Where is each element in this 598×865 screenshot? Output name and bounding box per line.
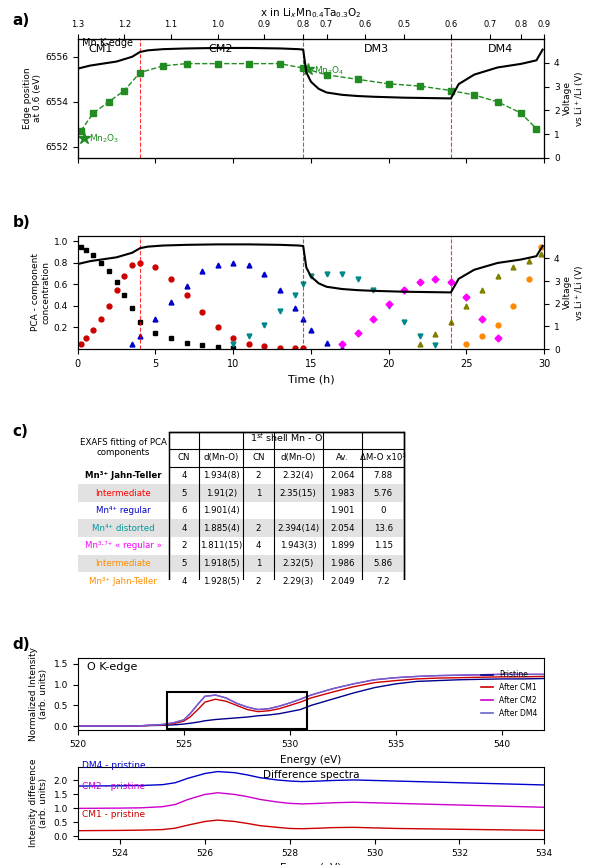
Text: 2.32(5): 2.32(5) — [282, 559, 314, 568]
Y-axis label: Intensity difference
(arb. units): Intensity difference (arb. units) — [29, 759, 48, 847]
X-axis label: x in Li$_x$Mn$_{0.4}$Ta$_{0.3}$O$_2$: x in Li$_x$Mn$_{0.4}$Ta$_{0.3}$O$_2$ — [260, 6, 362, 20]
Text: 5: 5 — [181, 489, 187, 497]
Text: 2: 2 — [256, 524, 261, 533]
Text: Mn⁴⁺ regular: Mn⁴⁺ regular — [96, 506, 151, 516]
Text: Mn$_2$O$_4$: Mn$_2$O$_4$ — [314, 64, 344, 77]
Text: 2.32(4): 2.32(4) — [282, 471, 314, 480]
Text: 1.918(5): 1.918(5) — [203, 559, 239, 568]
Text: Av.: Av. — [336, 453, 349, 463]
Text: 2.054: 2.054 — [330, 524, 355, 533]
Text: 1.928(5): 1.928(5) — [203, 577, 239, 586]
Text: 1.901(4): 1.901(4) — [203, 506, 239, 516]
Text: 2.064: 2.064 — [330, 471, 355, 480]
Y-axis label: Voltage
vs Li$^+$/Li (V): Voltage vs Li$^+$/Li (V) — [563, 70, 586, 126]
Text: Mn$_2$O$_3$: Mn$_2$O$_3$ — [89, 132, 119, 145]
Bar — [167, 692, 307, 729]
Text: Mn K-edge: Mn K-edge — [83, 38, 133, 48]
Text: 4: 4 — [181, 471, 187, 480]
Y-axis label: Voltage
vs Li$^+$/Li (V): Voltage vs Li$^+$/Li (V) — [563, 265, 586, 321]
Text: ΔM-O x10³: ΔM-O x10³ — [361, 453, 406, 463]
Bar — [169, 432, 404, 590]
Text: 7.88: 7.88 — [374, 471, 393, 480]
Text: 2.394(14): 2.394(14) — [277, 524, 319, 533]
Text: Mn³⋅⁷⁺ « regular »: Mn³⋅⁷⁺ « regular » — [85, 541, 161, 550]
Text: d(Mn-O): d(Mn-O) — [280, 453, 316, 463]
Text: 1.934(8): 1.934(8) — [203, 471, 239, 480]
Text: 1.943(3): 1.943(3) — [280, 541, 316, 550]
Text: CN: CN — [178, 453, 190, 463]
Text: 1.15: 1.15 — [374, 541, 393, 550]
Y-axis label: Edge position
at 0.6 (eV): Edge position at 0.6 (eV) — [23, 67, 42, 129]
Text: 1.899: 1.899 — [330, 541, 355, 550]
Text: 13.6: 13.6 — [374, 524, 393, 533]
Text: Mn³⁺ Jahn-Teller: Mn³⁺ Jahn-Teller — [85, 471, 161, 480]
Text: b): b) — [13, 215, 30, 230]
Text: 4: 4 — [256, 541, 261, 550]
Text: CM1: CM1 — [89, 44, 113, 54]
Text: 1.986: 1.986 — [330, 559, 355, 568]
Text: CM2: CM2 — [209, 44, 233, 54]
Text: 4: 4 — [181, 577, 187, 586]
Text: 1.91(2): 1.91(2) — [206, 489, 237, 497]
Text: 2: 2 — [181, 541, 187, 550]
Y-axis label: PCA - component
concentration: PCA - component concentration — [32, 253, 51, 331]
Text: 2.29(3): 2.29(3) — [283, 577, 314, 586]
Text: d): d) — [13, 638, 30, 652]
Text: CM2 - pristine: CM2 - pristine — [82, 782, 145, 791]
Text: DM4: DM4 — [488, 44, 513, 54]
Text: Mn⁴⁺ distorted: Mn⁴⁺ distorted — [92, 524, 154, 533]
Text: 2.049: 2.049 — [330, 577, 355, 586]
Text: 7.2: 7.2 — [377, 577, 390, 586]
Text: 5.76: 5.76 — [374, 489, 393, 497]
Text: 2: 2 — [256, 577, 261, 586]
Text: DM3: DM3 — [364, 44, 389, 54]
Text: 1$^{st}$ shell Mn - O: 1$^{st}$ shell Mn - O — [250, 432, 323, 444]
X-axis label: Time (h): Time (h) — [288, 375, 334, 384]
Text: a): a) — [13, 13, 30, 28]
Text: 4: 4 — [181, 524, 187, 533]
Text: 2.35(15): 2.35(15) — [280, 489, 316, 497]
Text: 5: 5 — [181, 559, 187, 568]
Legend: Pristine, After CM1, After CM2, After DM4: Pristine, After CM1, After CM2, After DM… — [478, 667, 541, 721]
Text: 1: 1 — [256, 489, 261, 497]
Y-axis label: Normalized Intensity
(arb. units): Normalized Intensity (arb. units) — [29, 647, 48, 741]
Text: d(Mn-O): d(Mn-O) — [203, 453, 239, 463]
Text: CM1 - pristine: CM1 - pristine — [82, 810, 145, 818]
Text: 1.901: 1.901 — [330, 506, 355, 516]
X-axis label: Energy (eV): Energy (eV) — [280, 754, 341, 765]
Text: EXAFS fitting of PCA
components: EXAFS fitting of PCA components — [80, 438, 167, 457]
Text: 6: 6 — [181, 506, 187, 516]
Bar — [78, 484, 404, 502]
Text: Intermediate: Intermediate — [95, 489, 151, 497]
Text: Intermediate: Intermediate — [95, 559, 151, 568]
Text: 1: 1 — [256, 559, 261, 568]
Text: 5.86: 5.86 — [374, 559, 393, 568]
Text: 1.983: 1.983 — [330, 489, 355, 497]
Text: 2: 2 — [256, 471, 261, 480]
Text: Mn³⁺ Jahn-Teller: Mn³⁺ Jahn-Teller — [89, 577, 157, 586]
Text: DM4 - pristine: DM4 - pristine — [82, 761, 145, 770]
Text: 1.811(15): 1.811(15) — [200, 541, 242, 550]
Text: 0: 0 — [380, 506, 386, 516]
Bar — [78, 554, 404, 573]
X-axis label: Energy (eV): Energy (eV) — [280, 863, 341, 865]
Text: CN: CN — [252, 453, 265, 463]
Text: 1.885(4): 1.885(4) — [203, 524, 240, 533]
Bar — [78, 520, 404, 537]
Text: O K-edge: O K-edge — [87, 662, 138, 672]
Text: Difference spectra: Difference spectra — [263, 770, 359, 780]
Text: c): c) — [13, 424, 28, 439]
